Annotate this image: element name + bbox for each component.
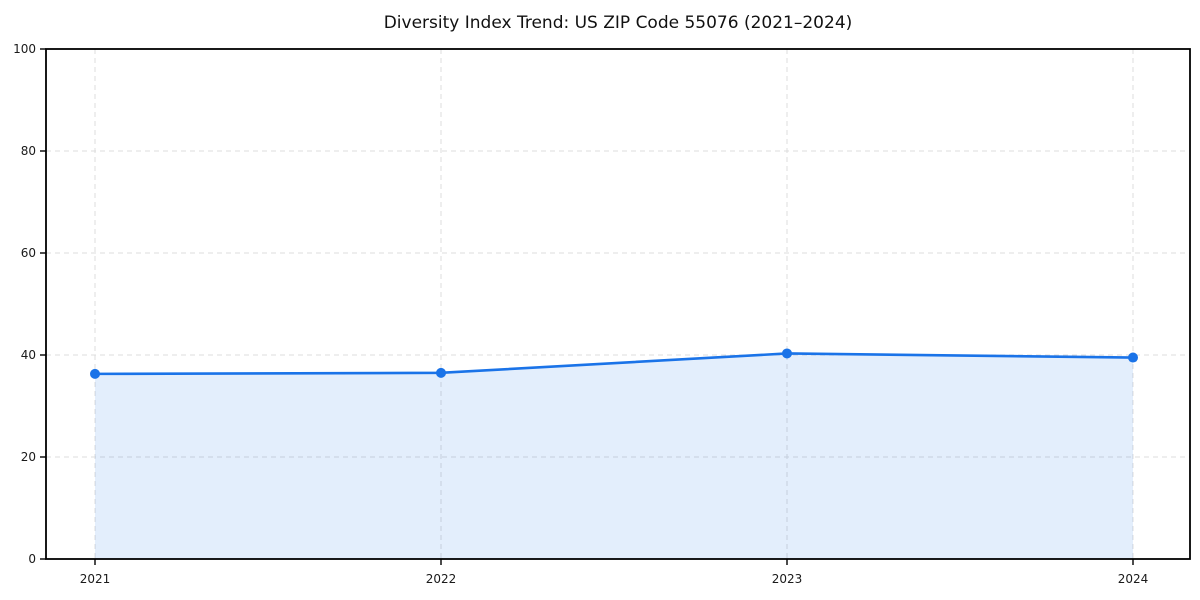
x-tick-label: 2024 <box>1118 572 1149 586</box>
x-tick-label: 2022 <box>426 572 457 586</box>
y-tick-label: 100 <box>13 42 36 56</box>
chart-title: Diversity Index Trend: US ZIP Code 55076… <box>384 13 853 33</box>
y-tick-label: 80 <box>21 144 36 158</box>
area-fill <box>95 353 1133 559</box>
trend-line <box>93 352 1135 376</box>
x-tick-label: 2021 <box>80 572 111 586</box>
data-point-2021 <box>90 368 100 379</box>
y-tick-label: 20 <box>21 450 36 464</box>
data-point-2023 <box>782 348 792 359</box>
plot-border <box>45 48 1191 560</box>
y-tick-label: 40 <box>21 348 36 362</box>
y-tick-label: 0 <box>28 552 36 566</box>
x-tick-label: 2023 <box>772 572 803 586</box>
y-tick-label: 60 <box>21 246 36 260</box>
data-point-2024 <box>1128 352 1138 363</box>
data-point-2022 <box>436 367 446 378</box>
